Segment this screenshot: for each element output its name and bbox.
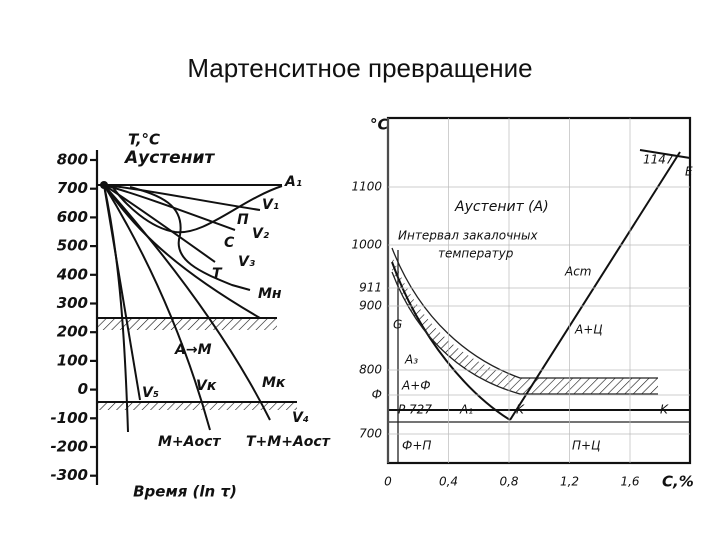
y-tick-label: 200 <box>57 323 88 341</box>
y-tick-label: Ф <box>372 388 382 402</box>
quench-top <box>391 247 658 379</box>
diagram-label: A+Ц <box>574 323 603 337</box>
diagram-label: Mк <box>262 375 286 391</box>
x-tick-label: 1,2 <box>560 475 579 489</box>
y-tick-label: 1100 <box>351 180 382 194</box>
diagram-label: E <box>685 165 693 179</box>
y-tick-label: -200 <box>50 438 88 456</box>
diagram-label: 1147 <box>643 153 674 167</box>
cooling-mk <box>103 184 271 421</box>
diagram-label: П <box>237 212 249 228</box>
y-axis-label: T,°C <box>128 131 160 149</box>
diagram-label: A+Ф <box>401 379 431 393</box>
diagram-label: M+Aост <box>158 434 221 450</box>
y-tick-label: 500 <box>57 237 88 255</box>
y-axis-label: °C <box>370 116 389 134</box>
frame <box>386 116 692 465</box>
x-axis-label: Время (ln τ) <box>133 483 237 501</box>
y-tick-label: -100 <box>50 409 88 427</box>
diagram-label: G <box>393 318 402 332</box>
diagram-label: K <box>516 403 525 417</box>
y-tick-label: 911 <box>359 281 382 295</box>
diagram-label: A₁ <box>459 403 473 417</box>
diagram-label: Аустенит <box>123 148 215 168</box>
y-tick-label: 800 <box>57 151 88 169</box>
diagram-label: Vк <box>196 378 217 394</box>
right-diagram: °C C,% 1100 1000 911 900 800 Ф 700 0 0,4 0,8 1,2 1,… <box>351 116 693 491</box>
y-tick-label: -300 <box>50 466 88 484</box>
hatch-band <box>97 402 297 410</box>
quench-bottom <box>391 271 658 395</box>
diagram-label: V₄ <box>292 410 309 426</box>
y-tick-label: 1000 <box>351 238 382 252</box>
cooling-v <box>103 184 129 433</box>
y-tick-label: 0 <box>78 380 88 398</box>
end-curve <box>129 186 251 291</box>
diagram-label: температур <box>438 247 514 261</box>
diagram-label: Т <box>212 266 223 282</box>
diagram-label: V₂ <box>252 226 270 242</box>
diagram-label: Acm <box>564 265 592 279</box>
diagram-label: P 727 <box>398 403 432 417</box>
y-tick-label: 400 <box>56 265 88 283</box>
diagram-label: T+M+Aост <box>246 434 331 450</box>
diagram-label: Ф+П <box>402 439 431 453</box>
diagram-label: V₃ <box>238 254 255 270</box>
y-tick-label: 700 <box>359 427 382 441</box>
y-tick-label: 800 <box>359 363 382 377</box>
cooling-mn <box>103 184 261 319</box>
cooling-v1 <box>103 184 261 211</box>
x-tick-label: 0,4 <box>439 475 458 489</box>
slide-title: Мартенситное превращение <box>187 53 532 83</box>
diagram-label: С <box>224 235 235 251</box>
cooling-v2 <box>103 184 236 231</box>
x-tick-label: 0 <box>384 475 392 489</box>
diagram-label: V₁ <box>262 197 279 213</box>
acm-line <box>509 151 681 421</box>
diagram-label: K <box>660 403 669 417</box>
y-tick-label: 300 <box>57 294 88 312</box>
diagram-label: Аустенит (A) <box>454 199 549 215</box>
diagram-label: V₅ <box>142 385 159 401</box>
diagram-label: A→M <box>174 342 212 358</box>
y-tick-label: 700 <box>57 179 88 197</box>
eutectic-line <box>639 149 691 159</box>
diagram-label: Интервал закалочных <box>398 229 538 243</box>
diagram-label: Mн <box>258 286 282 302</box>
cooling-vk <box>103 184 211 431</box>
cooling-v3 <box>103 184 216 263</box>
start-curve <box>111 185 283 234</box>
y-tick-label: 600 <box>57 208 88 226</box>
diagram-label: П+Ц <box>572 439 600 453</box>
y-tick-label: 900 <box>359 299 382 313</box>
y-tick-label: 100 <box>57 351 88 369</box>
hatch-band <box>97 318 277 330</box>
diagram-label: A₁ <box>284 174 302 190</box>
x-axis-label: C,% <box>662 473 694 491</box>
x-tick-label: 0,8 <box>499 475 518 489</box>
left-diagram: T,°C Время (ln τ) 800 700 600 500 400 300 200 1… <box>50 131 330 501</box>
x-tick-label: 1,6 <box>620 475 639 489</box>
diagram-label: A₃ <box>404 353 418 367</box>
quench-band <box>392 255 658 394</box>
